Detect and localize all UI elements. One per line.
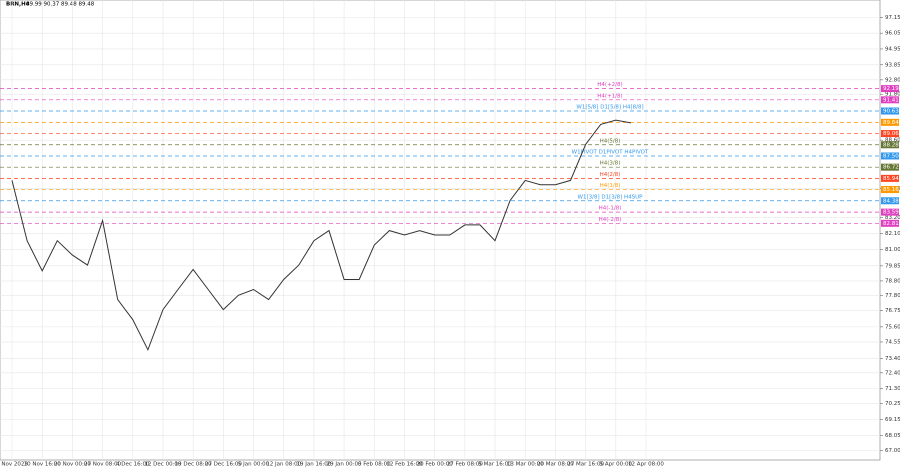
plot-area bbox=[0, 0, 881, 461]
level-price-box bbox=[881, 163, 899, 171]
level-price-box bbox=[881, 118, 899, 126]
x-tick-label: 20 Mar 08:00 bbox=[537, 462, 574, 468]
chart-subtitle: 89.99 90.37 89.48 89.48 bbox=[26, 2, 95, 8]
x-tick-label: 29 Jan 00:00 bbox=[327, 462, 362, 468]
y-tick-label: 74.55 bbox=[885, 339, 900, 345]
y-tick-label: 71.30 bbox=[885, 386, 900, 392]
level-label: H4(-2/8) bbox=[599, 217, 622, 223]
y-tick-label: 77.80 bbox=[885, 293, 900, 299]
y-tick-label: 68.05 bbox=[885, 433, 900, 439]
level-label: H4(1/8) bbox=[600, 183, 621, 189]
x-tick-label: 19 Jan 16:00 bbox=[296, 462, 331, 468]
level-price-label: 87.50 bbox=[883, 153, 899, 159]
level-label: H4(-1/8) bbox=[599, 206, 622, 212]
x-tick-label: 12 Feb 16:00 bbox=[386, 462, 423, 468]
level-price-box bbox=[881, 107, 899, 115]
y-tick-label: 75.60 bbox=[885, 324, 900, 330]
level-label: H4(+2/8) bbox=[597, 82, 622, 88]
x-tick-label: 20 Nov 00:00 bbox=[54, 462, 92, 468]
level-label: H4(3/8) bbox=[600, 161, 621, 167]
x-tick-label: 5 Apr 00:00 bbox=[600, 462, 633, 468]
y-tick-label: 78.80 bbox=[885, 278, 900, 284]
level-price-label: 90.63 bbox=[883, 109, 899, 115]
y-tick-label: 92.80 bbox=[885, 77, 900, 83]
y-tick-label: 83.20 bbox=[885, 215, 900, 221]
level-price-label: 82.81 bbox=[883, 221, 899, 227]
x-tick-label: 5 Mar 16:00 bbox=[478, 462, 512, 468]
level-price-label: 85.94 bbox=[883, 176, 899, 182]
level-price-label: 85.16 bbox=[883, 187, 899, 193]
level-price-box bbox=[881, 219, 899, 227]
level-label: W1PIVOT D1PIVOT H4PIVOT bbox=[572, 149, 649, 155]
x-tick-label: 20 Feb 00:00 bbox=[417, 462, 454, 468]
level-price-box bbox=[881, 186, 899, 194]
y-tick-label: 97.15 bbox=[885, 15, 900, 21]
y-tick-label: 73.40 bbox=[885, 356, 900, 362]
x-tick-label: 27 Nov 08:00 bbox=[84, 462, 122, 468]
chart-title: BRN,H4 bbox=[6, 2, 30, 8]
x-tick-label: 27 Feb 08:00 bbox=[447, 462, 484, 468]
level-price-box bbox=[881, 96, 899, 104]
y-tick-label: 82.10 bbox=[885, 231, 900, 237]
level-price-box bbox=[881, 197, 899, 205]
y-tick-label: 76.75 bbox=[885, 308, 900, 314]
x-tick-label: 13 Mar 00:00 bbox=[507, 462, 544, 468]
y-tick-label: 81.00 bbox=[885, 247, 900, 253]
price-line bbox=[11, 119, 631, 352]
y-tick-label: 91.80 bbox=[885, 92, 900, 98]
level-price-label: 92.19 bbox=[883, 86, 899, 92]
level-price-label: 91.41 bbox=[883, 97, 899, 103]
level-price-label: 83.59 bbox=[883, 210, 899, 216]
x-tick-label: 5 Feb 08:00 bbox=[358, 462, 391, 468]
level-price-label: 84.38 bbox=[883, 198, 899, 204]
level-price-box bbox=[881, 130, 899, 138]
y-tick-label: 69.15 bbox=[885, 417, 900, 423]
level-label: H4(5/8) bbox=[600, 138, 621, 144]
level-price-box bbox=[881, 152, 899, 160]
level-price-box bbox=[881, 85, 899, 93]
x-tick-label: 12 Dec 00:00 bbox=[144, 462, 181, 468]
x-tick-label: 12 Apr 08:00 bbox=[628, 462, 664, 468]
x-tick-label: 19 Dec 08:00 bbox=[175, 462, 212, 468]
y-tick-label: 70.25 bbox=[885, 401, 900, 407]
level-price-box bbox=[881, 141, 899, 149]
level-label: W1[5/8] D1[5/8] H4[8/8] bbox=[576, 105, 643, 111]
y-tick-label: 93.85 bbox=[885, 62, 900, 68]
x-tick-label: 3 Nov 2023 bbox=[0, 462, 28, 468]
x-tick-label: 27 Mar 16:00 bbox=[567, 462, 604, 468]
level-price-box bbox=[881, 174, 899, 182]
y-tick-label: 96.05 bbox=[885, 31, 900, 37]
y-tick-label: 88.60 bbox=[885, 138, 900, 144]
level-price-box bbox=[881, 208, 899, 216]
x-tick-label: 27 Dec 16:00 bbox=[205, 462, 242, 468]
x-tick-label: 5 Jan 00:00 bbox=[238, 462, 270, 468]
level-label: H4(2/8) bbox=[600, 172, 621, 178]
level-price-label: 89.84 bbox=[883, 120, 899, 126]
y-tick-label: 94.95 bbox=[885, 46, 900, 52]
level-price-label: 89.06 bbox=[883, 131, 899, 137]
x-tick-label: 4 Dec 16:00 bbox=[116, 462, 150, 468]
x-tick-label: 12 Jan 08:00 bbox=[266, 462, 301, 468]
level-label: H4(+1/8) bbox=[597, 93, 622, 99]
level-price-label: 86.72 bbox=[883, 165, 899, 171]
level-label: W1[3/8] D1[3/8] H4SUP bbox=[578, 194, 644, 200]
x-tick-label: 10 Nov 16:00 bbox=[24, 462, 62, 468]
y-tick-label: 72.40 bbox=[885, 370, 900, 376]
y-tick-label: 67.00 bbox=[885, 448, 900, 454]
y-tick-label: 79.85 bbox=[885, 263, 900, 269]
level-price-label: 88.28 bbox=[883, 142, 899, 148]
